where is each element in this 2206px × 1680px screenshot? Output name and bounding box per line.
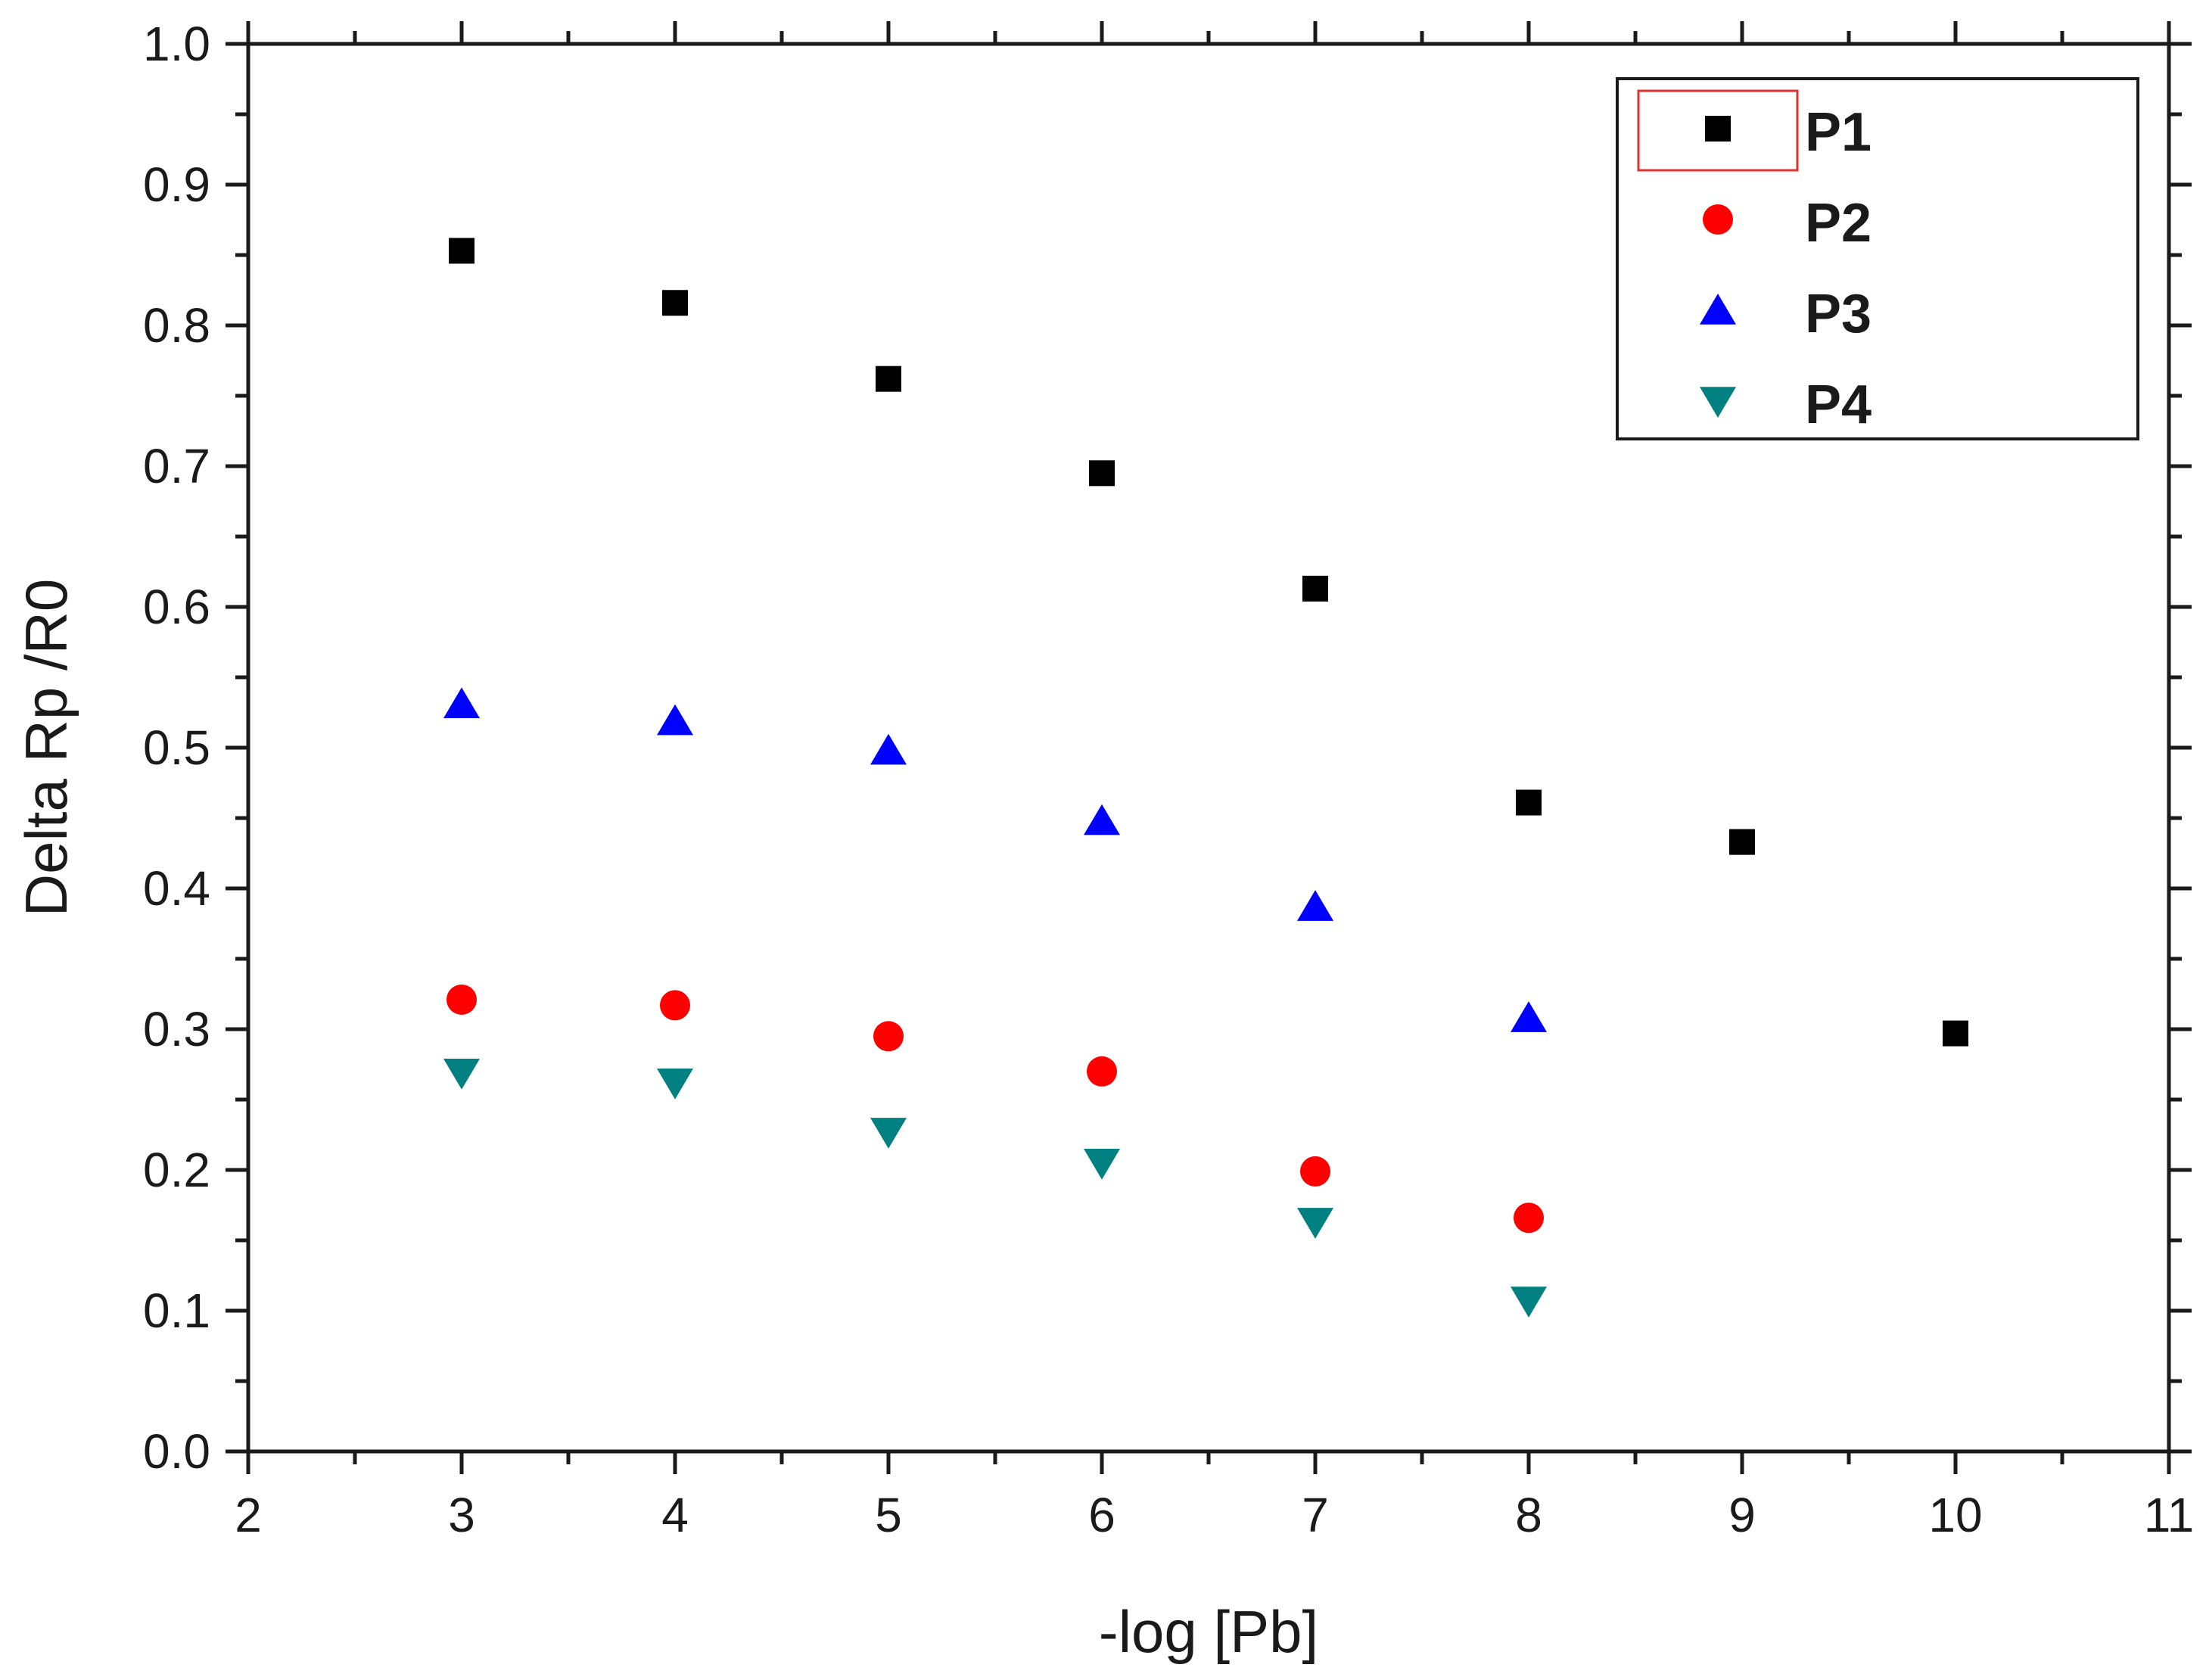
- data-point-p2: [873, 1021, 904, 1052]
- legend-marker-p1: [1705, 116, 1731, 142]
- data-point-p4: [1297, 1208, 1333, 1239]
- y-tick-label: 0.2: [143, 1143, 210, 1197]
- y-tick-label: 0.5: [143, 720, 210, 775]
- legend-label-p2: P2: [1805, 193, 1872, 254]
- data-point-p2: [1300, 1156, 1330, 1187]
- data-point-p3: [1084, 804, 1120, 835]
- y-tick-label: 0.1: [143, 1283, 210, 1338]
- data-point-p2: [446, 984, 477, 1015]
- data-point-p3: [1297, 890, 1333, 921]
- x-tick-label: 3: [448, 1488, 475, 1542]
- data-point-p1: [1516, 789, 1542, 816]
- y-tick-label: 0.9: [143, 157, 210, 212]
- data-point-p3: [1511, 1001, 1547, 1032]
- data-point-p3: [870, 733, 907, 765]
- data-point-p2: [1514, 1202, 1544, 1234]
- data-point-p4: [1511, 1286, 1547, 1318]
- data-point-p4: [1084, 1149, 1120, 1180]
- y-tick-label: 0.8: [143, 298, 210, 353]
- x-tick-label: 8: [1515, 1488, 1542, 1542]
- data-point-p3: [443, 687, 480, 719]
- data-point-p1: [1302, 575, 1328, 602]
- y-tick-label: 0.0: [143, 1424, 210, 1479]
- y-tick-label: 0.4: [143, 861, 210, 916]
- legend-selection-highlight: [1637, 89, 1799, 172]
- data-point-p1: [876, 366, 901, 392]
- x-tick-label: 7: [1302, 1488, 1329, 1542]
- x-tick-label: 10: [1928, 1488, 1982, 1542]
- data-point-p1: [449, 238, 474, 264]
- legend-label-p1: P1: [1805, 102, 1872, 163]
- data-point-p1: [1729, 829, 1755, 855]
- legend-marker-p3: [1700, 294, 1736, 325]
- legend-label-p4: P4: [1805, 375, 1872, 435]
- data-point-p2: [660, 990, 690, 1021]
- x-axis-title: -log [Pb]: [1099, 1598, 1318, 1665]
- legend-marker-p2: [1703, 204, 1733, 235]
- x-tick-label: 6: [1088, 1488, 1115, 1542]
- legend-box: [1616, 77, 2139, 440]
- data-point-p3: [657, 704, 693, 736]
- y-tick-label: 0.7: [143, 439, 210, 493]
- legend-label-p3: P3: [1805, 284, 1872, 344]
- axes: 2 3 4 5 6 7 8 9 10 11 0.0 0.1 0.2 0.3 0.4 0.5 0.6 0.7 0.8 0…: [143, 17, 2194, 1542]
- data-point-p1: [1089, 460, 1115, 487]
- legend: P1 P2 P3 P4: [1616, 77, 2139, 440]
- x-tick-label: 4: [661, 1488, 689, 1542]
- y-tick-label: 1.0: [143, 17, 210, 71]
- y-axis-title: Delta Rp /R0: [13, 579, 79, 917]
- data-point-p1: [662, 290, 688, 316]
- legend-marker-p4: [1700, 387, 1736, 418]
- x-tick-label: 2: [235, 1488, 262, 1542]
- x-tick-label: 11: [2144, 1488, 2194, 1542]
- y-tick-label: 0.6: [143, 580, 210, 634]
- y-tick-label: 0.3: [143, 1002, 210, 1056]
- x-tick-label: 5: [875, 1488, 902, 1542]
- data-point-p2: [1087, 1056, 1117, 1087]
- data-point-p1: [1943, 1020, 1968, 1047]
- data-point-p4: [443, 1058, 480, 1090]
- data-point-p4: [657, 1068, 693, 1100]
- data-points: [443, 238, 1968, 1318]
- data-point-p4: [870, 1118, 907, 1149]
- x-tick-label: 9: [1728, 1488, 1756, 1542]
